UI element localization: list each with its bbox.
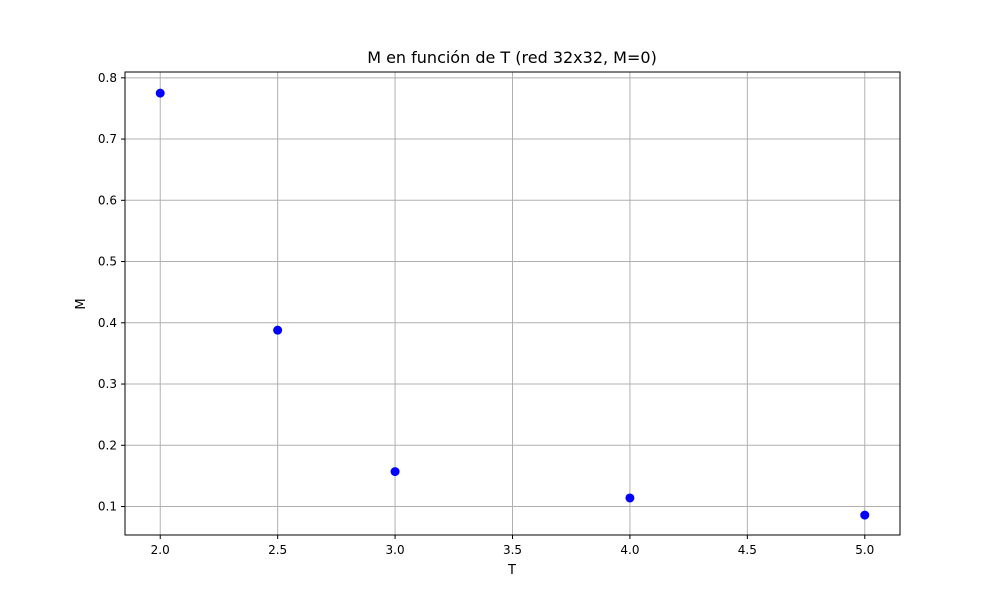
- data-point: [390, 467, 400, 477]
- x-tick-label: 4.0: [620, 543, 639, 557]
- y-axis-label: M: [74, 298, 89, 309]
- axis-ticks: 2.0 2.5 3.0 3.5 4.0 4.5 5.0 0.1 0.2 0.3 0.4 0.5 0.6 0…: [98, 71, 874, 557]
- chart-title: M en función de T (red 32x32, M=0): [367, 48, 657, 67]
- x-tick-label: 2.5: [268, 543, 287, 557]
- y-tick-label: 0.7: [98, 132, 117, 146]
- y-tick-label: 0.5: [98, 255, 117, 269]
- data-points: [155, 88, 870, 520]
- y-tick-label: 0.4: [98, 316, 117, 330]
- y-tick-label: 0.2: [98, 438, 117, 452]
- grid: [125, 72, 900, 535]
- y-tick-label: 0.8: [98, 71, 117, 85]
- x-tick-label: 4.5: [738, 543, 757, 557]
- data-point: [625, 493, 635, 503]
- y-tick-label: 0.6: [98, 193, 117, 207]
- x-tick-label: 3.0: [386, 543, 405, 557]
- x-tick-label: 2.0: [151, 543, 170, 557]
- x-tick-label: 3.5: [503, 543, 522, 557]
- x-tick-label: 5.0: [855, 543, 874, 557]
- data-point: [155, 88, 165, 98]
- y-tick-label: 0.3: [98, 377, 117, 391]
- data-point: [860, 510, 870, 520]
- x-axis-label: T: [507, 563, 516, 578]
- y-tick-label: 0.1: [98, 500, 117, 514]
- data-point: [273, 325, 283, 335]
